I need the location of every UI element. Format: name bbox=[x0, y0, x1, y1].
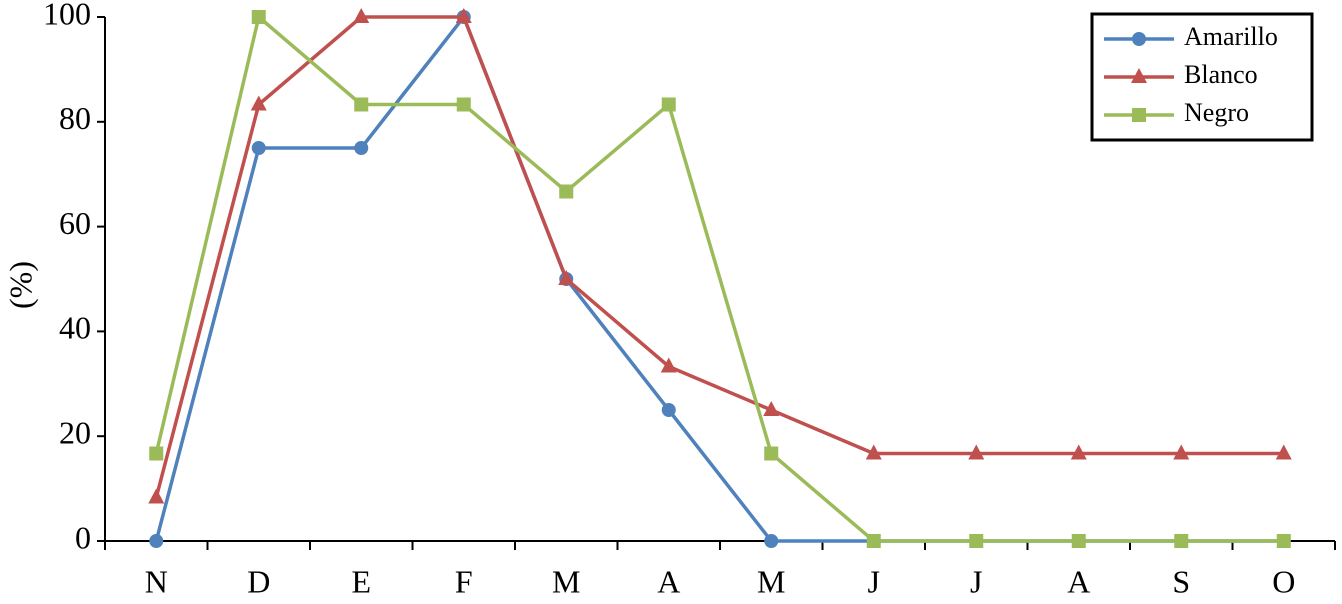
data-point bbox=[764, 534, 779, 548]
data-point bbox=[250, 95, 267, 111]
data-point bbox=[148, 488, 165, 504]
data-point bbox=[353, 8, 370, 23]
series-line bbox=[154, 13, 1284, 543]
x-tick-label: E bbox=[351, 563, 371, 599]
data-point bbox=[866, 534, 881, 548]
x-tick-label: F bbox=[455, 563, 473, 599]
data-point bbox=[661, 403, 676, 417]
y-tick-label: 100 bbox=[43, 0, 91, 31]
y-tick-label: 40 bbox=[59, 310, 91, 346]
y-tick-label: 20 bbox=[59, 415, 91, 451]
x-tick-label: S bbox=[1172, 563, 1190, 599]
legend-marker bbox=[1131, 68, 1147, 83]
data-point bbox=[968, 444, 985, 460]
y-axis-label: (%) bbox=[2, 261, 38, 309]
x-tick-label: M bbox=[552, 563, 580, 599]
x-tick-label: D bbox=[247, 563, 270, 599]
legend-marker bbox=[1132, 108, 1146, 122]
data-point bbox=[1173, 444, 1190, 460]
data-point bbox=[149, 534, 164, 548]
x-tick-label: A bbox=[657, 563, 680, 599]
data-point bbox=[558, 270, 575, 285]
data-point bbox=[354, 141, 369, 155]
x-tick-label: A bbox=[1067, 563, 1090, 599]
y-tick-label: 80 bbox=[59, 100, 91, 136]
legend-label: Negro bbox=[1184, 98, 1249, 127]
legend-label: Amarillo bbox=[1184, 22, 1278, 51]
x-tick-label: M bbox=[757, 563, 785, 599]
data-point bbox=[660, 357, 677, 373]
data-point bbox=[149, 446, 164, 461]
data-point bbox=[1174, 534, 1189, 548]
data-point bbox=[661, 97, 676, 112]
data-point bbox=[1275, 444, 1292, 460]
series-line bbox=[154, 15, 1284, 498]
data-point bbox=[763, 401, 780, 416]
x-tick-label: N bbox=[145, 563, 168, 599]
data-point bbox=[251, 141, 266, 155]
legend-label: Blanco bbox=[1184, 60, 1258, 89]
data-point bbox=[969, 534, 984, 548]
data-point bbox=[251, 10, 266, 24]
data-point bbox=[354, 97, 369, 112]
data-point bbox=[455, 8, 472, 23]
data-point bbox=[1276, 534, 1291, 548]
y-tick-label: 60 bbox=[59, 205, 91, 241]
x-tick-label: J bbox=[970, 563, 982, 599]
data-point bbox=[865, 444, 882, 460]
x-tick-label: J bbox=[868, 563, 880, 599]
legend-marker bbox=[1132, 32, 1146, 46]
data-point bbox=[764, 446, 779, 461]
y-tick-label: 0 bbox=[75, 519, 91, 555]
data-point bbox=[1071, 534, 1086, 548]
x-tick-label: O bbox=[1272, 563, 1295, 599]
data-point bbox=[559, 184, 574, 199]
data-point bbox=[456, 97, 471, 112]
data-point bbox=[1070, 444, 1087, 460]
